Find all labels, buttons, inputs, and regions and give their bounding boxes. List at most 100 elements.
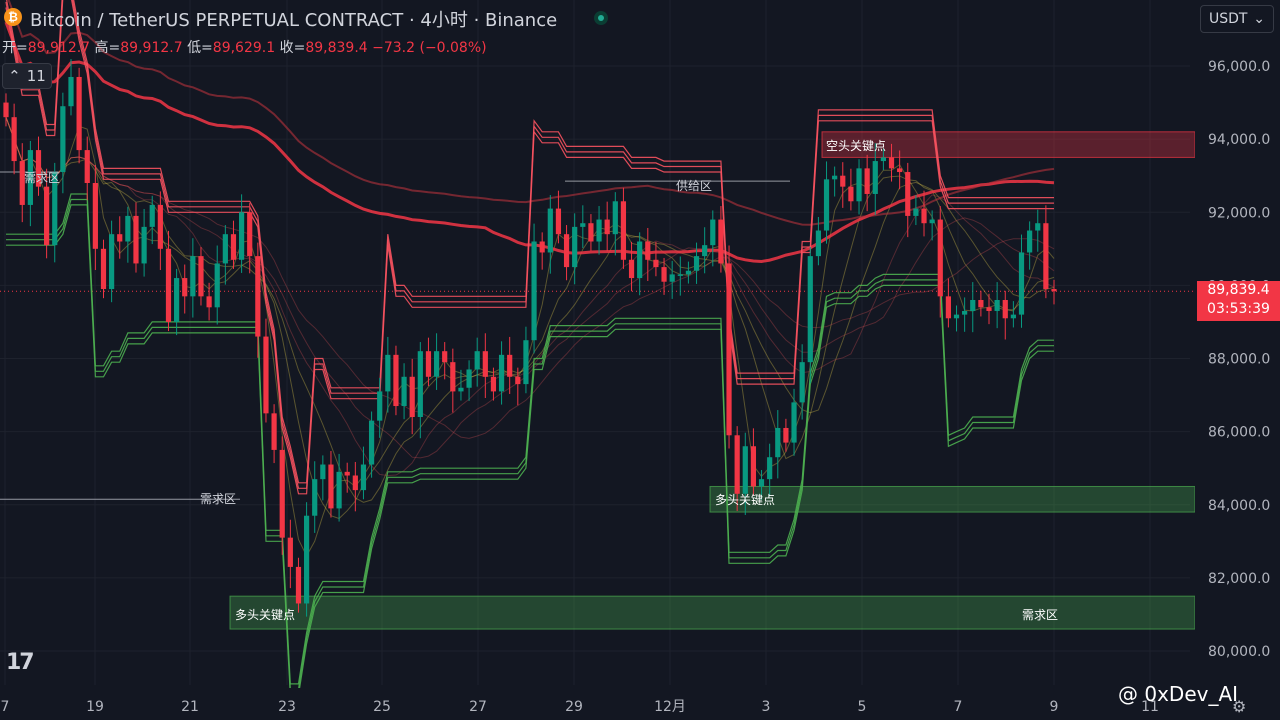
candle-body bbox=[848, 186, 854, 202]
time-tick-label: 3 bbox=[762, 699, 771, 715]
candle-body bbox=[368, 420, 375, 465]
candle-body bbox=[409, 376, 415, 417]
candle-body bbox=[1002, 300, 1008, 319]
candle-body bbox=[425, 351, 432, 377]
candle-body bbox=[76, 76, 82, 151]
symbol-title[interactable]: Bitcoin / TetherUS PERPETUAL CONTRACT · … bbox=[30, 10, 558, 31]
candle-body bbox=[515, 376, 521, 385]
price-tick-label: 86,000.0 bbox=[1208, 425, 1270, 441]
level-label: 需求区 bbox=[200, 492, 236, 506]
candle-body bbox=[929, 219, 935, 224]
candle-body bbox=[133, 215, 139, 264]
candle-body bbox=[1035, 223, 1041, 231]
tradingview-logo: 17 bbox=[6, 650, 35, 675]
candle-body bbox=[856, 168, 862, 202]
candle-body bbox=[994, 300, 1000, 311]
candle-body bbox=[214, 263, 220, 308]
candle-body bbox=[230, 234, 237, 260]
chart-gridlines bbox=[0, 0, 1190, 685]
moving-average-bands bbox=[4, 0, 1055, 696]
candle-body bbox=[157, 204, 163, 249]
candle-body bbox=[174, 278, 180, 322]
time-axis-bg bbox=[0, 688, 1195, 720]
candle-body bbox=[466, 369, 472, 388]
candle-body bbox=[547, 208, 553, 253]
zone-label: 需求区 bbox=[1022, 608, 1058, 622]
candle-body bbox=[645, 241, 651, 260]
candle-body bbox=[255, 256, 261, 337]
time-tick-label: 9 bbox=[1050, 699, 1059, 715]
candle-body bbox=[109, 234, 115, 290]
ema-line bbox=[5, 117, 1055, 439]
indicators-toggle-button[interactable]: ⌃ 11 bbox=[2, 63, 52, 89]
candle-body bbox=[320, 464, 326, 480]
candle-body bbox=[433, 351, 440, 377]
candle-body bbox=[27, 150, 33, 205]
market-status-icon bbox=[594, 11, 608, 25]
candle-body bbox=[222, 234, 228, 264]
time-tick-label: 7 bbox=[954, 699, 963, 715]
candle-body bbox=[100, 248, 107, 290]
candle-body bbox=[734, 435, 740, 494]
zone-rect bbox=[821, 131, 1196, 158]
candle-body bbox=[238, 212, 245, 260]
candle-body bbox=[807, 256, 813, 363]
candle-body bbox=[393, 354, 399, 407]
candle-body bbox=[287, 537, 293, 567]
time-tick-label: 12月 bbox=[654, 699, 686, 715]
candle-body bbox=[702, 245, 708, 257]
candle-body bbox=[344, 471, 350, 476]
price-tick-label: 96,000.0 bbox=[1208, 59, 1270, 75]
candle-body bbox=[661, 267, 667, 282]
candle-body bbox=[263, 336, 269, 414]
time-axis: 7 19 21 23 25 27 29 12月 3 5 7 9 11 bbox=[0, 688, 1195, 720]
price-axis: 96,000.094,000.092,000.090,000.088,000.0… bbox=[1195, 0, 1280, 720]
candle-body bbox=[726, 263, 732, 436]
settings-icon[interactable]: ⚙ bbox=[1232, 697, 1247, 716]
ohlc-legend: 开=89,912.7 高=89,912.7 低=89,629.1 收=89,83… bbox=[2, 40, 487, 56]
candle-body bbox=[775, 427, 781, 458]
candle-body bbox=[328, 464, 334, 509]
candle-body bbox=[1018, 252, 1025, 315]
price-tick-label: 82,000.0 bbox=[1208, 571, 1270, 587]
candle-body bbox=[531, 241, 537, 341]
time-tick-label: 25 bbox=[373, 699, 391, 715]
candle-body bbox=[750, 446, 757, 487]
zone-label: 空头关键点 bbox=[826, 139, 886, 153]
time-tick-label: 11 bbox=[1141, 699, 1159, 715]
ema-line bbox=[5, 117, 1055, 557]
candle-body bbox=[417, 351, 423, 417]
candle-body bbox=[336, 471, 342, 509]
candle-body bbox=[970, 300, 976, 311]
candle-body bbox=[507, 354, 513, 377]
currency-select[interactable]: USDT ⌄ bbox=[1200, 5, 1274, 33]
candle-body bbox=[612, 201, 618, 235]
candle-body bbox=[198, 256, 204, 297]
candle-body bbox=[913, 208, 919, 216]
chevron-down-icon: ⌄ bbox=[1253, 11, 1265, 27]
candle-body bbox=[141, 226, 147, 264]
candle-body bbox=[352, 475, 358, 491]
candle-body bbox=[758, 479, 765, 487]
price-tick-label: 80,000.0 bbox=[1208, 644, 1270, 660]
candle-body bbox=[68, 76, 74, 107]
candle-body bbox=[962, 310, 968, 315]
zone-rect bbox=[709, 485, 1196, 513]
candle-body bbox=[385, 354, 391, 392]
key-zones bbox=[229, 131, 1196, 630]
candle-body bbox=[539, 241, 545, 253]
time-tick-label: 19 bbox=[86, 699, 104, 715]
candle-body bbox=[279, 449, 285, 538]
support-trail-line bbox=[6, 193, 1054, 685]
zone-label: 多头关键点 bbox=[715, 493, 775, 507]
candle-body bbox=[628, 259, 635, 279]
candle-body bbox=[182, 278, 188, 297]
candle-body bbox=[149, 204, 155, 227]
candle-body bbox=[563, 234, 570, 268]
candle-body bbox=[580, 223, 586, 227]
candle-body bbox=[1010, 314, 1016, 319]
candle-body bbox=[190, 256, 196, 297]
candle-body bbox=[523, 340, 529, 385]
